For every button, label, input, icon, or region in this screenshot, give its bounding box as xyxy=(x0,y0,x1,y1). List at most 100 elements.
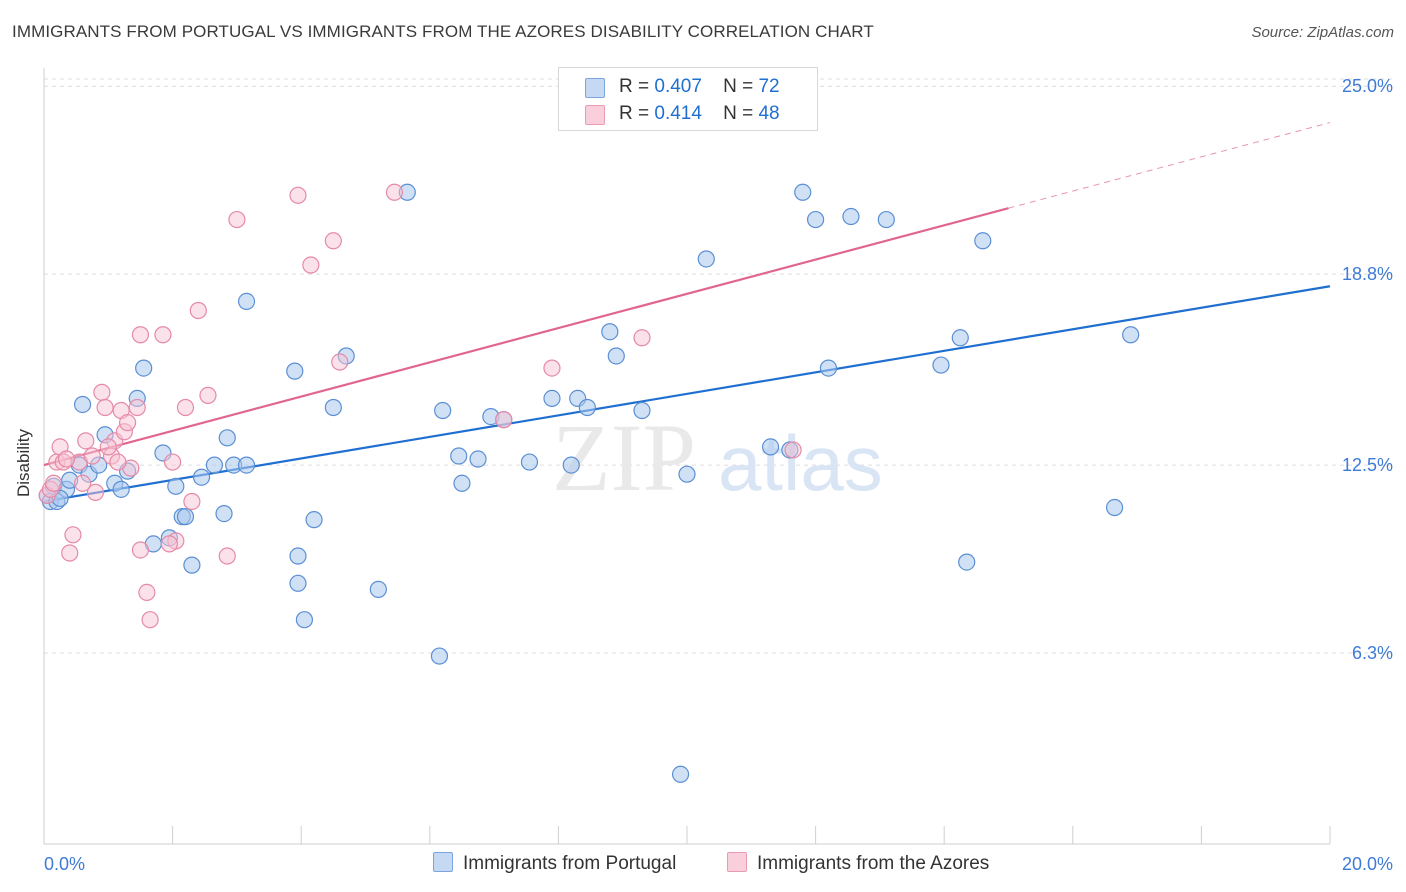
point-azores xyxy=(176,398,195,417)
point-portugal xyxy=(601,323,619,341)
point-portugal xyxy=(819,359,838,377)
point-azores xyxy=(543,359,561,377)
point-azores xyxy=(138,583,156,602)
point-portugal xyxy=(205,456,223,474)
tick-labels: 6.3% 12.5% 18.8% 25.0% 0.0% 20.0% xyxy=(44,76,1393,874)
chart-title: IMMIGRANTS FROM PORTUGAL VS IMMIGRANTS F… xyxy=(12,22,874,41)
x-tick-label: 20.0% xyxy=(1342,854,1393,874)
point-portugal xyxy=(112,480,130,498)
point-azores xyxy=(218,547,236,565)
watermark-zip: ZIP xyxy=(552,404,696,511)
trend-line-portugal xyxy=(43,285,1331,503)
trend-line-azores xyxy=(43,207,1009,467)
point-portugal xyxy=(671,765,690,783)
point-portugal xyxy=(520,453,539,471)
point-azores xyxy=(83,447,101,465)
point-azores xyxy=(45,474,63,492)
point-portugal xyxy=(430,647,449,665)
point-portugal xyxy=(1105,498,1124,517)
point-azores xyxy=(93,383,111,401)
point-portugal xyxy=(806,210,825,229)
n-label: N = xyxy=(723,76,754,97)
point-portugal xyxy=(324,398,342,417)
point-azores xyxy=(160,535,178,553)
stats-legend: R = 0.407 N = 72 R = 0.414 N = 48 xyxy=(558,67,818,131)
point-portugal xyxy=(974,232,992,250)
point-portugal xyxy=(543,389,561,408)
point-portugal xyxy=(305,511,323,529)
point-azores xyxy=(189,301,207,320)
r-label: R = xyxy=(619,76,650,97)
legend-item-azores: Immigrants from the Azores xyxy=(727,852,989,875)
data-points xyxy=(38,77,1140,783)
point-azores xyxy=(302,256,320,274)
point-portugal xyxy=(369,580,387,598)
portugal-swatch xyxy=(433,852,453,872)
point-portugal xyxy=(562,456,580,474)
point-azores xyxy=(73,474,92,492)
point-portugal xyxy=(215,504,233,523)
point-portugal xyxy=(633,401,651,420)
point-azores xyxy=(385,183,404,201)
point-azores xyxy=(64,526,82,544)
point-azores xyxy=(784,441,802,459)
point-portugal xyxy=(697,250,715,268)
point-azores xyxy=(324,232,342,250)
point-portugal xyxy=(794,183,812,201)
portugal-swatch xyxy=(585,78,605,98)
point-portugal xyxy=(678,465,696,483)
legend-label-portugal: Immigrants from Portugal xyxy=(463,853,677,874)
point-portugal xyxy=(286,362,304,380)
point-portugal xyxy=(932,356,950,374)
y-axis-label: Disability xyxy=(14,428,33,497)
legend-label-azores: Immigrants from the Azores xyxy=(757,853,990,874)
point-azores xyxy=(86,483,105,501)
y-tick-label: 6.3% xyxy=(1352,643,1393,663)
point-portugal xyxy=(1122,326,1140,344)
point-portugal xyxy=(289,574,307,592)
point-azores xyxy=(289,186,307,204)
point-portugal xyxy=(453,474,471,492)
point-portugal xyxy=(237,292,256,311)
point-azores xyxy=(131,541,150,559)
point-portugal xyxy=(183,556,201,574)
point-portugal xyxy=(469,450,487,468)
point-azores xyxy=(118,414,137,432)
point-portugal xyxy=(578,398,596,417)
x-tick-label: 0.0% xyxy=(44,854,85,874)
axes xyxy=(43,68,1331,845)
grid-lines xyxy=(44,78,1392,654)
point-portugal xyxy=(135,359,153,377)
point-azores xyxy=(331,353,349,371)
point-azores xyxy=(96,398,114,417)
point-portugal xyxy=(167,477,185,495)
point-azores xyxy=(164,453,182,471)
point-azores xyxy=(109,453,127,471)
point-azores xyxy=(131,326,150,344)
point-azores xyxy=(57,450,76,468)
r-value: 0.414 xyxy=(654,103,702,124)
point-azores xyxy=(141,611,159,629)
point-azores xyxy=(128,398,146,417)
point-portugal xyxy=(73,395,92,414)
azores-swatch xyxy=(585,105,605,125)
legend-item-portugal: Immigrants from Portugal xyxy=(433,852,676,875)
point-portugal xyxy=(289,547,307,565)
azores-swatch xyxy=(727,852,747,872)
point-portugal xyxy=(295,611,314,629)
point-azores xyxy=(77,432,95,450)
y-tick-label: 18.8% xyxy=(1342,264,1393,284)
point-portugal xyxy=(607,347,625,365)
point-azores xyxy=(61,544,79,562)
point-azores xyxy=(199,386,217,404)
point-azores xyxy=(495,411,513,429)
r-label: R = xyxy=(619,103,650,124)
point-portugal xyxy=(218,429,236,447)
point-portugal xyxy=(434,401,452,420)
point-azores xyxy=(154,326,172,344)
point-portugal xyxy=(237,456,256,474)
y-tick-label: 12.5% xyxy=(1342,455,1393,475)
r-value: 0.407 xyxy=(654,76,702,97)
n-value: 48 xyxy=(758,103,780,124)
